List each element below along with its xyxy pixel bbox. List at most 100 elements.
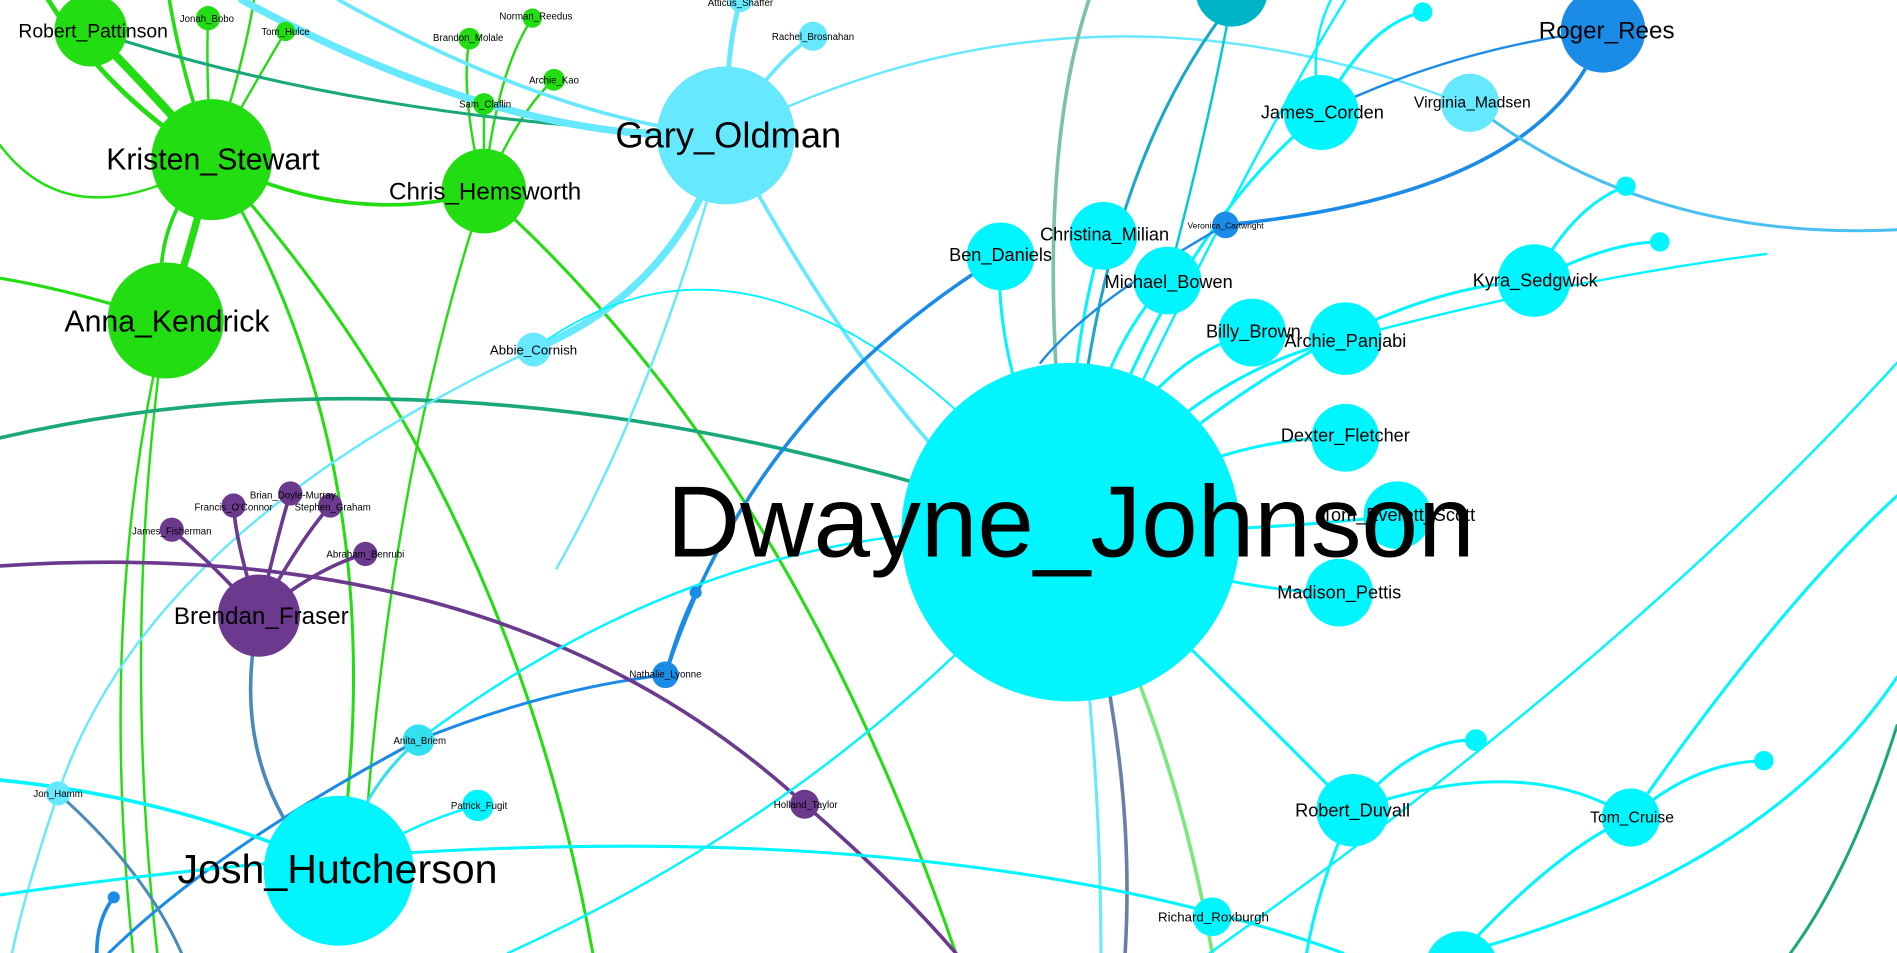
node-james-fisherman[interactable] — [159, 517, 184, 542]
node-kyra-dot1[interactable] — [1616, 176, 1636, 196]
node-tom-cruise[interactable] — [1601, 788, 1660, 847]
node-jon-hamm[interactable] — [45, 781, 71, 806]
edge-top-teal — [1166, 0, 1233, 282]
node-tom-hulce[interactable] — [275, 21, 296, 42]
edge-anna-down — [119, 319, 167, 953]
node-dwayne-johnson[interactable] — [901, 362, 1241, 702]
label-christina-milian: Christina_Milian — [1040, 225, 1169, 246]
node-bottom-partial[interactable] — [1425, 931, 1498, 953]
edge-right-mid — [1208, 361, 1897, 953]
label-robert-duvall: Robert_Duvall — [1295, 800, 1410, 821]
edge-anna-dwayne — [0, 396, 1073, 534]
node-richard-roxburgh[interactable] — [1192, 897, 1232, 937]
node-christina-milian[interactable] — [1069, 201, 1138, 270]
edge-gary-right — [724, 35, 1478, 137]
node-billy-brown[interactable] — [1218, 298, 1287, 367]
node-abraham-benrubi[interactable] — [353, 541, 378, 566]
node-roger-rees[interactable] — [1560, 0, 1646, 73]
label-dwayne-johnson: Dwayne_Johnson — [667, 464, 1475, 578]
label-archie-panjabi: Archie_Panjabi — [1284, 331, 1406, 352]
label-josh-hutcherson: Josh_Hutcherson — [178, 846, 498, 892]
label-atticus-shaffer: Atticus_Shaffer — [708, 0, 774, 9]
edge-robertD-tomC — [1351, 780, 1633, 820]
node-blue-dot-left[interactable] — [107, 891, 120, 904]
edge-gary-down — [555, 134, 728, 570]
node-top-teal[interactable] — [1195, 0, 1268, 27]
label-chris-hemsworth: Chris_Hemsworth — [389, 179, 581, 206]
edge-chrisH-dwayne — [482, 189, 958, 953]
label-kristen-stewart: Kristen_Stewart — [106, 143, 320, 176]
node-sam-claflin[interactable] — [473, 93, 495, 115]
node-robert-pattinson[interactable] — [54, 0, 128, 67]
node-kyra-dot2[interactable] — [1650, 232, 1670, 252]
node-madison-pettis[interactable] — [1305, 558, 1374, 627]
node-kristen-stewart[interactable] — [151, 99, 273, 221]
node-brian-doyle-murray[interactable] — [278, 481, 303, 506]
edge-anna-down2 — [139, 319, 167, 953]
node-blue-dot[interactable] — [689, 586, 702, 599]
edge-blue-left-hook — [94, 895, 116, 953]
node-anita-briem[interactable] — [402, 724, 435, 756]
label-james-corden: James_Corden — [1261, 103, 1384, 124]
node-anna-kendrick[interactable] — [107, 262, 224, 379]
label-holland-taylor: Holland_Taylor — [774, 800, 839, 811]
label-nathalie-lyonne: Nathalie_Lyonne — [629, 669, 701, 680]
label-richard-roxburgh: Richard_Roxburgh — [1158, 910, 1269, 925]
edge-tomC-low — [1459, 816, 1633, 953]
edge-virginia-right — [1468, 101, 1897, 233]
node-jonah-bobo[interactable] — [195, 6, 221, 31]
node-chris-hemsworth[interactable] — [441, 148, 527, 234]
label-patrick-fugit: Patrick_Fugit — [451, 801, 508, 812]
node-norman-reedus[interactable] — [522, 8, 542, 28]
edge-jonH-down — [10, 792, 60, 953]
node-top-dot[interactable] — [1413, 2, 1433, 22]
label-tom-cruise: Tom_Cruise — [1590, 809, 1674, 826]
node-tom-everett-scott[interactable] — [1363, 481, 1432, 550]
label-veronica-cartwright: Veronica_Cartwright — [1187, 221, 1264, 231]
node-james-corden[interactable] — [1283, 74, 1359, 150]
label-brandon-molale: Brandon_Molale — [433, 33, 503, 44]
label-james-fisherman: James_Fisherman — [132, 527, 211, 538]
label-kyra-sedgwick: Kyra_Sedgwick — [1473, 271, 1599, 292]
label-brian-doyle-murray: Brian_Doyle-Murray — [250, 490, 336, 501]
edge-benD-nathalie — [663, 254, 1003, 677]
node-abbie-cornish[interactable] — [516, 332, 551, 367]
node-archie-kao[interactable] — [543, 68, 565, 91]
node-virginia-madsen[interactable] — [1440, 73, 1499, 132]
label-francis-oconnor: Francis_O'Connor — [194, 502, 273, 513]
node-rachel-brosnahan[interactable] — [798, 21, 828, 51]
node-archie-panjabi[interactable] — [1309, 302, 1382, 375]
label-stephen-graham: Stephen_Graham — [295, 502, 371, 513]
label-jonah-bobo: Jonah_Bobo — [180, 14, 234, 25]
node-atticus-shaffer[interactable] — [728, 0, 753, 13]
node-nathalie-lyonne[interactable] — [652, 661, 679, 689]
node-holland-taylor[interactable] — [790, 789, 820, 819]
node-michael-bowen[interactable] — [1133, 246, 1202, 315]
label-archie-kao: Archie_Kao — [529, 75, 579, 86]
node-robertD-dot[interactable] — [1465, 729, 1487, 752]
node-tomC-dot[interactable] — [1754, 751, 1774, 771]
node-kyra-sedgwick[interactable] — [1497, 244, 1571, 317]
label-gary-oldman: Gary_Oldman — [615, 115, 841, 156]
label-robert-pattinson: Robert_Pattinson — [18, 20, 168, 42]
node-josh-hutcherson[interactable] — [263, 795, 414, 946]
label-rachel-brosnahan: Rachel_Brosnahan — [772, 32, 854, 43]
node-dexter-fletcher[interactable] — [1311, 403, 1380, 472]
label-brendan-fraser: Brendan_Fraser — [174, 603, 349, 630]
node-gary-oldman[interactable] — [656, 66, 795, 205]
label-roger-rees: Roger_Rees — [1539, 18, 1675, 45]
node-veronica-cartwright[interactable] — [1212, 211, 1239, 239]
node-brendan-fraser[interactable] — [217, 574, 301, 657]
node-stephen-graham[interactable] — [318, 493, 343, 518]
node-francis-oconnor[interactable] — [221, 493, 246, 518]
node-patrick-fugit[interactable] — [462, 789, 494, 822]
edge-brendan-holland — [0, 560, 807, 807]
nodes — [45, 0, 1774, 953]
node-ben-daniels[interactable] — [966, 222, 1035, 291]
edge-nathalie-anita — [417, 673, 667, 742]
label-ben-daniels: Ben_Daniels — [949, 245, 1052, 266]
node-brandon-molale[interactable] — [458, 27, 481, 50]
node-robert-duvall[interactable] — [1316, 774, 1389, 847]
edge-abbie-jonH — [56, 348, 535, 795]
